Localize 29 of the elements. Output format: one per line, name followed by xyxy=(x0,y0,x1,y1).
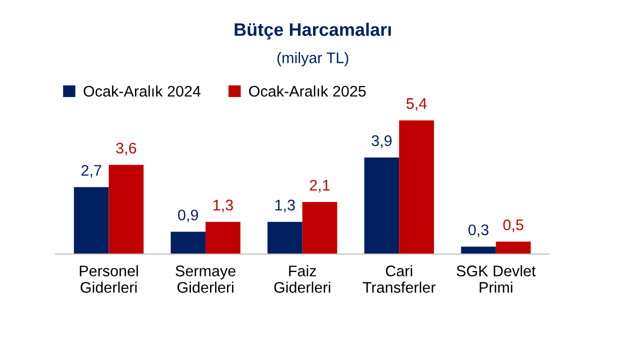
x-tick-label: Sermaye Giderleri xyxy=(176,266,236,293)
bar xyxy=(364,157,400,254)
legend-label: Ocak-Aralık 2024 xyxy=(84,85,201,97)
data-label: 2,1 xyxy=(310,180,330,192)
data-label: 5,4 xyxy=(406,98,427,111)
bar xyxy=(496,242,531,254)
data-label: 0,9 xyxy=(178,210,198,222)
bar xyxy=(302,202,338,254)
legend-label: Ocak-Aralık 2025 xyxy=(249,85,366,97)
bar xyxy=(170,232,206,254)
chart-title: Bütçe Harcamaları xyxy=(234,22,391,40)
bar xyxy=(206,222,240,254)
x-tick-label: SGK Devlet Primi xyxy=(456,265,536,293)
data-label: 3,9 xyxy=(372,135,392,148)
data-label: 3,6 xyxy=(116,142,136,156)
bar xyxy=(399,120,434,254)
chart-subtitle: (milyar TL) xyxy=(277,52,348,66)
data-label: 2,7 xyxy=(81,165,102,178)
bar xyxy=(74,187,109,254)
x-tick-label: Cari Transferler xyxy=(362,265,436,293)
bar xyxy=(461,246,496,254)
data-label: 0,3 xyxy=(468,224,488,238)
x-tick-label: Personel Giderleri xyxy=(80,265,138,293)
data-label: 1,3 xyxy=(214,200,233,212)
bar xyxy=(267,222,302,254)
bar xyxy=(108,164,144,254)
data-label: 1,3 xyxy=(275,200,295,212)
x-tick-label: Faiz Giderleri xyxy=(274,265,330,293)
data-label: 0,5 xyxy=(503,219,524,232)
